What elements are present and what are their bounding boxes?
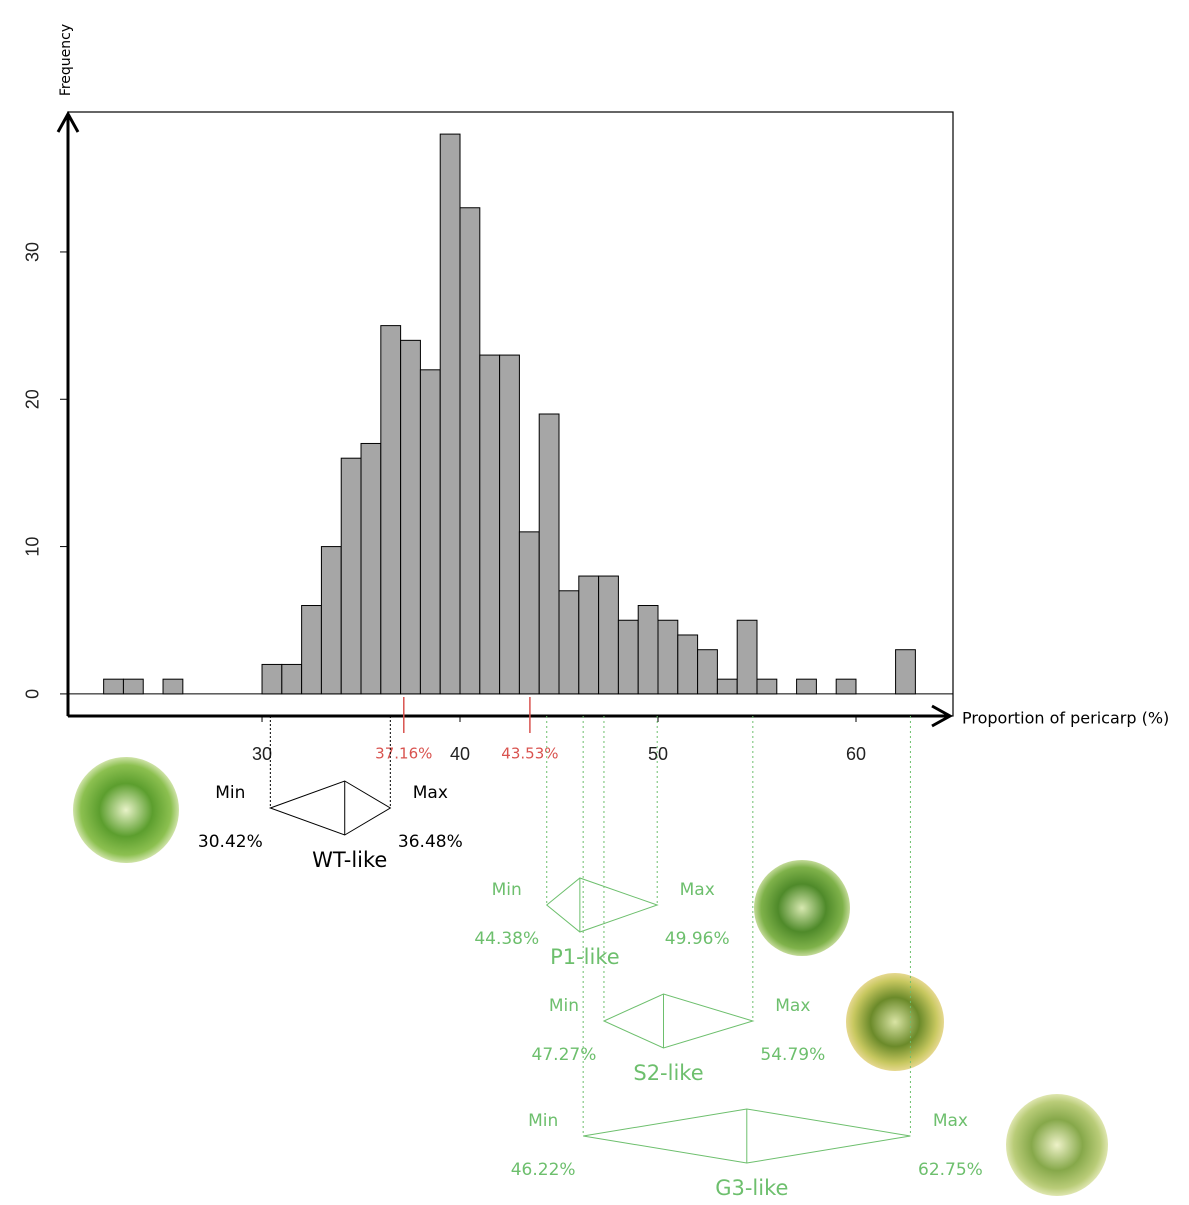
x-axis-label: Proportion of pericarp (%) — [962, 709, 1169, 728]
bar — [380, 325, 402, 695]
axes — [56, 110, 954, 728]
group-max-label: 49.96% — [665, 929, 730, 949]
bar — [281, 663, 303, 695]
x-tick-label: 40 — [450, 744, 470, 764]
group-max-label: 36.48% — [398, 832, 463, 852]
group-max-text: Max — [413, 783, 448, 803]
tomato-images — [73, 757, 1108, 1196]
bar — [439, 133, 461, 695]
bar — [796, 678, 817, 695]
group-name: G3-like — [715, 1176, 788, 1200]
bar — [677, 634, 699, 695]
group-max-label: 62.75% — [918, 1160, 983, 1180]
bar — [301, 605, 322, 695]
group-max-text: Max — [933, 1111, 968, 1131]
bar — [360, 442, 382, 695]
threshold-label: 43.53% — [501, 745, 558, 763]
bar — [419, 369, 441, 695]
bar — [479, 354, 501, 695]
group-range — [602, 993, 755, 1049]
group-name: P1-like — [550, 945, 620, 969]
y-tick-label: 20 — [23, 389, 43, 409]
group-name: WT-like — [312, 848, 387, 872]
bar — [459, 207, 481, 695]
group-min-label: 46.22% — [511, 1160, 576, 1180]
group-max-text: Max — [775, 996, 810, 1016]
group-range — [268, 780, 392, 836]
group-min-text: Min — [492, 880, 522, 900]
bar — [261, 663, 283, 695]
bar — [578, 575, 600, 695]
bar — [697, 649, 718, 695]
bar — [103, 678, 124, 695]
bar — [162, 678, 184, 695]
bar — [617, 619, 639, 695]
y-tick-label: 10 — [23, 537, 43, 557]
bar — [716, 678, 738, 695]
bar — [736, 619, 758, 695]
bar — [340, 457, 362, 695]
group-range — [583, 1108, 911, 1164]
bar — [558, 590, 580, 695]
bar — [756, 678, 778, 695]
group-min-text: Min — [549, 996, 579, 1016]
group-min-label: 47.27% — [532, 1045, 597, 1065]
group-min-text: Min — [215, 783, 245, 803]
group-name: S2-like — [633, 1061, 703, 1085]
bar — [895, 649, 916, 695]
bar — [538, 413, 560, 695]
group-min-text: Min — [528, 1111, 558, 1131]
y-tick-label: 30 — [23, 242, 43, 262]
bar — [518, 531, 540, 695]
group-max-text: Max — [680, 880, 715, 900]
bar — [400, 339, 421, 695]
bar — [835, 678, 857, 695]
group-max-label: 54.79% — [760, 1045, 825, 1065]
y-tick-label: 0 — [23, 689, 43, 699]
group-min-label: 44.38% — [474, 929, 539, 949]
y-axis-label: Frequency — [58, 24, 74, 96]
threshold-label: 37.16% — [375, 745, 432, 763]
bar — [598, 575, 619, 695]
x-tick-label: 30 — [252, 744, 272, 764]
bar — [637, 605, 659, 695]
bar — [122, 678, 144, 695]
group-range — [545, 877, 659, 933]
bar — [657, 619, 679, 695]
x-tick-label: 50 — [648, 744, 668, 764]
bar — [499, 354, 520, 695]
group-min-label: 30.42% — [198, 832, 263, 852]
x-tick-label: 60 — [846, 744, 866, 764]
bar — [320, 546, 342, 695]
